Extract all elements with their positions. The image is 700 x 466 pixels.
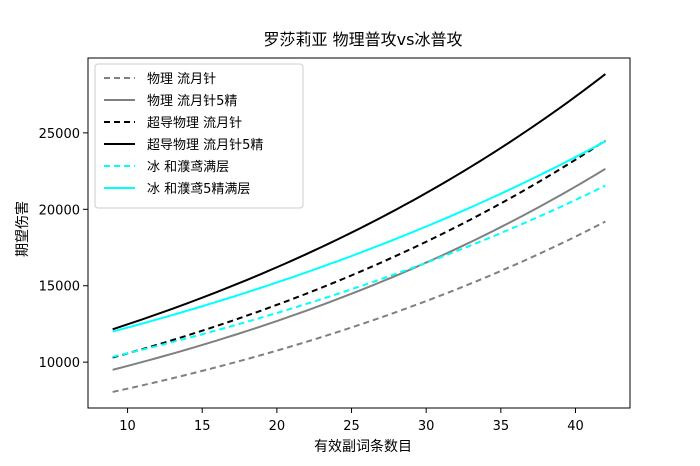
chart-title: 罗莎莉亚 物理普攻vs冰普攻 xyxy=(264,30,463,49)
plot-frame xyxy=(87,57,631,409)
legend-label-1: 物理 流月针 xyxy=(147,72,216,87)
x-tick-label: 15 xyxy=(194,419,211,434)
x-tick-label: 30 xyxy=(418,419,435,434)
legend-label-6: 冰 和濮鸢5精满层 xyxy=(147,182,250,197)
x-tick-label: 35 xyxy=(493,419,510,434)
y-tick-label: 15000 xyxy=(39,280,80,295)
legend-label-4: 超导物理 流月针5精 xyxy=(147,138,263,153)
x-tick-label: 10 xyxy=(119,419,136,434)
series-line-2 xyxy=(112,167,606,371)
legend-label-3: 超导物理 流月针 xyxy=(147,116,242,131)
x-tick-label: 20 xyxy=(269,419,286,434)
x-tick-label: 25 xyxy=(343,419,360,434)
legend-label-5: 冰 和濮鸢满层 xyxy=(147,160,229,175)
y-axis-label: 期望伤害 xyxy=(15,201,31,257)
legend-box xyxy=(94,63,304,209)
series-line-1 xyxy=(112,220,606,393)
legend-label-2: 物理 流月针5精 xyxy=(147,94,237,109)
y-tick-label: 25000 xyxy=(39,127,80,142)
y-tick-label: 10000 xyxy=(39,356,80,371)
y-tick-label: 20000 xyxy=(39,203,80,218)
series-line-5 xyxy=(112,184,606,358)
series-line-6 xyxy=(112,140,606,333)
series-line-4 xyxy=(112,73,606,331)
plot-area: 10 15 20 25 30 35 40 10000 15000 20000 25000 xyxy=(39,57,631,434)
x-tick-label: 40 xyxy=(567,419,584,434)
x-axis-label: 有效副词条数目 xyxy=(314,438,412,455)
series-line-3 xyxy=(112,139,606,359)
